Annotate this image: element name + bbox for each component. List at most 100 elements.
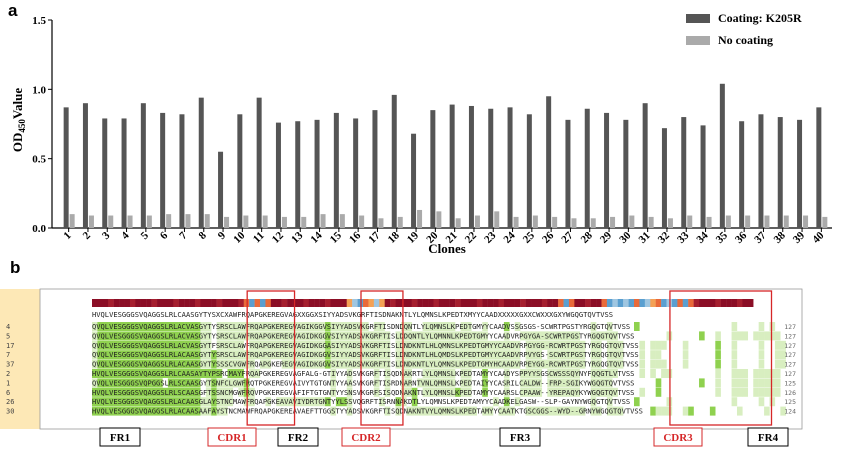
residue-cell	[146, 359, 152, 369]
residue-cell	[200, 350, 207, 360]
conservation-cell	[151, 299, 158, 307]
residue-cell	[341, 397, 347, 407]
residue-cell	[232, 322, 239, 331]
bar-no-coating	[648, 216, 654, 228]
residue-cell	[455, 340, 461, 350]
x-axis-title: Clones	[428, 241, 466, 256]
residue-cell	[444, 331, 450, 341]
bar-coating-k205r	[275, 122, 281, 228]
residue-cell	[601, 378, 608, 388]
x-tick-label: 5	[139, 229, 152, 242]
sequence-alignment: HVQLVESGGGSVQAGGSLRLCAASGYTYSXCXAWFRQAPG…	[0, 288, 803, 447]
residue-cell	[438, 350, 445, 360]
residue-cell	[249, 331, 255, 341]
residue-cell	[574, 359, 580, 369]
x-tick-label: 30	[617, 229, 634, 246]
residue-cell	[373, 331, 380, 341]
residue-cell	[444, 406, 450, 416]
residue-cell	[482, 322, 488, 331]
residue-cell	[482, 369, 488, 378]
residue-cell	[552, 340, 559, 350]
bar-coating-k205r	[604, 112, 610, 228]
conservation-cell	[167, 299, 174, 307]
residue-cell	[503, 378, 510, 388]
residue-cell	[341, 331, 347, 341]
residue-cell	[211, 397, 217, 407]
residue-cell	[655, 359, 662, 369]
residue-cell	[325, 397, 331, 407]
residue-cell	[135, 369, 141, 378]
clone-sequence: QVQLVESGGGSVQPGGSLRLSCAASGYTSNFCLGWFRQTP…	[92, 378, 634, 387]
x-tick-label: 13	[289, 229, 306, 246]
region-label: FR3	[510, 432, 531, 444]
bar-coating-k205r	[797, 119, 803, 228]
residue-cell	[97, 359, 104, 369]
residue-cell	[330, 406, 337, 416]
residue-cell	[232, 359, 239, 369]
residue-cell	[568, 331, 575, 341]
residue-cell	[655, 378, 662, 388]
conservation-cell	[471, 299, 478, 307]
residue-cell	[254, 369, 261, 378]
residue-cell	[503, 340, 510, 350]
x-tick-label: 17	[366, 229, 383, 246]
residue-cell	[433, 406, 440, 416]
residue-cell	[536, 387, 543, 397]
conservation-cell	[411, 299, 418, 307]
residue-cell	[162, 387, 169, 397]
residue-cell	[774, 369, 781, 378]
residue-cell	[552, 359, 559, 369]
x-tick-label: 35	[714, 229, 731, 246]
residue-cell	[314, 397, 320, 407]
residue-cell	[682, 350, 689, 360]
residue-cell	[97, 378, 104, 388]
residue-cell	[238, 340, 244, 350]
residue-cell	[238, 369, 244, 378]
residue-cell	[276, 322, 282, 331]
residue-cell	[612, 359, 618, 369]
residue-cell	[596, 359, 602, 369]
residue-cell	[227, 331, 234, 341]
residue-cell	[590, 359, 597, 369]
residue-cell	[465, 350, 472, 360]
bar-coating-k205r	[565, 119, 571, 228]
residue-cell	[167, 322, 174, 331]
y-axis-title-sub: 450	[17, 119, 27, 133]
residue-cell	[194, 397, 201, 407]
residue-cell	[146, 378, 152, 388]
residue-cell	[297, 359, 304, 369]
conservation-cell	[384, 299, 391, 307]
y-tick-label: 0.0	[32, 223, 46, 235]
bar-coating-k205r	[642, 103, 648, 228]
residue-cell	[465, 406, 472, 416]
bar-no-coating	[436, 211, 442, 228]
residue-cell	[449, 359, 456, 369]
residue-cell	[129, 331, 136, 341]
conservation-cell	[585, 299, 591, 307]
residue-cell	[119, 378, 125, 388]
residue-cell	[222, 331, 228, 341]
residue-cell	[167, 350, 174, 360]
residue-cell	[764, 387, 770, 397]
residue-cell	[514, 359, 521, 369]
bar-no-coating	[185, 214, 191, 228]
conservation-cell	[254, 299, 261, 307]
x-tick-label: 1	[61, 230, 73, 242]
residue-cell	[173, 397, 179, 407]
clone-label: 1	[6, 379, 10, 387]
residue-cell	[325, 331, 331, 341]
residue-cell	[211, 359, 217, 369]
conservation-cell	[92, 299, 98, 307]
residue-cell	[455, 331, 461, 341]
residue-cell	[97, 369, 104, 378]
clone-label: 30	[6, 408, 14, 416]
y-axis-title-main: OD	[10, 133, 25, 153]
bar-coating-k205r	[488, 108, 494, 228]
residue-cell	[590, 397, 597, 407]
residue-cell	[162, 406, 169, 416]
residue-cell	[541, 359, 548, 369]
residue-cell	[102, 359, 109, 369]
residue-cell	[525, 340, 532, 350]
residue-cell	[265, 359, 272, 369]
conservation-cell	[422, 299, 429, 307]
